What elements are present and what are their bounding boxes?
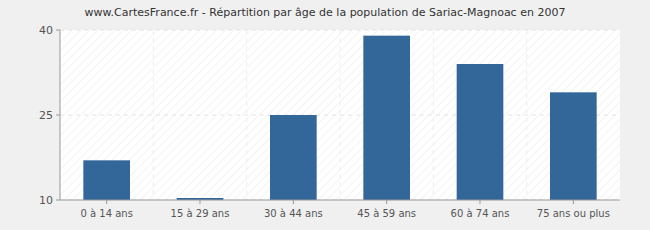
bars	[83, 36, 596, 200]
grid-line-vertical	[246, 30, 247, 200]
x-tick	[386, 200, 387, 204]
chart: www.CartesFrance.fr - Répartition par âg…	[0, 0, 650, 230]
x-tick-label: 0 à 14 ans	[80, 208, 132, 219]
x-tick-label: 75 ans ou plus	[537, 208, 610, 219]
y-tick-label: 25	[39, 109, 53, 122]
x-tick-label: 45 à 59 ans	[357, 208, 416, 219]
chart-container: www.CartesFrance.fr - Répartition par âg…	[0, 0, 650, 230]
grid-line-vertical	[340, 30, 341, 200]
plot-area	[60, 30, 620, 200]
bar	[550, 92, 597, 200]
y-tick	[56, 200, 60, 201]
grid-line	[60, 200, 620, 201]
bar	[457, 64, 504, 200]
x-tick-label: 30 à 44 ans	[264, 208, 323, 219]
x-axis	[60, 200, 620, 201]
y-tick-label: 10	[39, 194, 53, 207]
grid-line-vertical	[433, 30, 434, 200]
x-tick	[573, 200, 574, 204]
grid-line-vertical	[153, 30, 154, 200]
background	[0, 0, 650, 230]
grid-line-vertical	[526, 30, 527, 200]
x-tick-label: 60 à 74 ans	[451, 208, 510, 219]
title: www.CartesFrance.fr - Répartition par âg…	[85, 6, 566, 19]
x-tick	[293, 200, 294, 204]
bar	[83, 160, 130, 200]
x-tick	[200, 200, 201, 204]
x-tick-label: 15 à 29 ans	[171, 208, 230, 219]
grid-line	[60, 115, 620, 116]
y-tick	[56, 115, 60, 116]
bar	[363, 36, 410, 200]
x-tick	[480, 200, 481, 204]
y-tick-label: 40	[39, 24, 53, 37]
x-tick	[106, 200, 107, 204]
bar	[270, 115, 317, 200]
y-tick	[56, 30, 60, 31]
